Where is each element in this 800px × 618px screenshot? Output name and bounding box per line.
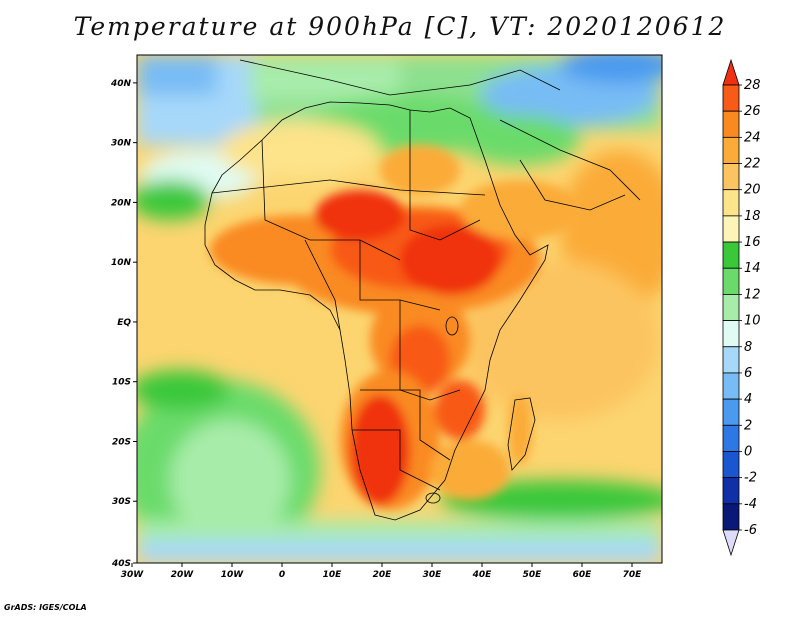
colorbar-bottom-arrow <box>722 529 740 557</box>
colorbar-label: 0 <box>744 444 752 459</box>
colorbar-label: -4 <box>744 497 757 512</box>
x-tick-label: 10E <box>323 570 343 580</box>
x-tick-label: 20E <box>373 570 393 580</box>
colorbar-label: 4 <box>744 392 752 407</box>
colorbar-label: 14 <box>744 261 761 276</box>
colorbar-swatch <box>722 294 740 321</box>
y-tick-label: 20S <box>112 437 131 447</box>
x-tick-label: 30W <box>121 570 145 580</box>
colorbar-label: 12 <box>744 287 761 302</box>
page-title: Temperature at 900hPa [C], VT: 202012061… <box>73 12 727 41</box>
x-tick-label: 40E <box>472 570 493 580</box>
y-tick-label: 20N <box>111 198 132 208</box>
colorbar-swatch <box>722 320 740 348</box>
y-tick-label: EQ <box>117 318 131 328</box>
colorbar-label: 16 <box>744 235 761 250</box>
colorbar-swatch <box>722 136 740 164</box>
temperature-field <box>137 55 662 563</box>
colorbar-label: 2 <box>744 418 752 433</box>
x-tick-label: 0 <box>279 570 285 580</box>
colorbar-top-arrow <box>722 58 740 86</box>
y-tick-label: 30S <box>112 497 131 507</box>
colorbar-swatch <box>722 398 740 426</box>
y-tick-label: 30N <box>111 139 132 149</box>
x-tick-label: 30E <box>423 570 443 580</box>
colorbar-swatch <box>722 189 740 217</box>
colorbar-swatch <box>722 267 740 295</box>
colorbar-swatch <box>722 241 740 269</box>
colorbar-label: 22 <box>744 157 761 172</box>
x-tick-label: 20W <box>171 570 195 580</box>
colorbar-label: 10 <box>744 314 761 329</box>
colorbar-swatch <box>722 451 740 479</box>
colorbar-swatch <box>722 424 740 452</box>
colorbar-swatch <box>722 503 740 531</box>
x-tick-label: 60E <box>573 570 593 580</box>
x-tick-label: 50E <box>523 570 543 580</box>
colorbar-label: 20 <box>744 183 761 198</box>
colorbar-swatch <box>722 372 740 400</box>
colorbar-swatch <box>722 110 740 138</box>
credit-text: GrADS: IGES/COLA <box>4 603 87 612</box>
y-tick-label: 40N <box>110 79 132 89</box>
y-axis: 40N 30N 20N 10N EQ 10S 20S 30S 40S <box>110 79 137 569</box>
map-frame <box>136 54 663 564</box>
colorbar-swatch <box>722 477 740 505</box>
y-tick-label: 10S <box>112 378 131 388</box>
colorbar-swatch <box>722 163 740 191</box>
y-tick-label: 10N <box>111 258 132 268</box>
colorbar-label: 18 <box>744 209 761 224</box>
colorbar-swatch <box>722 215 740 243</box>
x-tick-label: 10W <box>221 570 245 580</box>
coastline <box>204 59 641 521</box>
colorbar-label: 28 <box>744 78 761 93</box>
colorbar-label: 6 <box>744 366 752 381</box>
colorbar-label: 24 <box>744 130 761 145</box>
x-axis: 30W 20W 10W 0 10E 20E 30E 40E 50E 60E 70E <box>121 563 642 580</box>
colorbar-swatch <box>722 346 740 374</box>
colorbar-label: 26 <box>744 104 761 119</box>
colorbar-label: -6 <box>744 523 757 538</box>
colorbar-label: -2 <box>744 471 757 486</box>
x-tick-label: 70E <box>623 570 643 580</box>
colorbar-label: 8 <box>744 340 752 355</box>
y-tick-label: 40S <box>111 559 131 569</box>
colorbar-swatch <box>722 84 740 112</box>
